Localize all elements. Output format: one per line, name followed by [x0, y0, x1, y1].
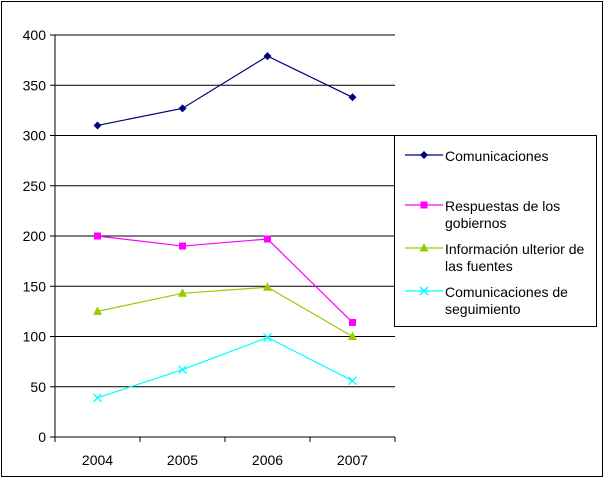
legend-item-informacion: Información ulterior de las fuentes [403, 241, 598, 275]
legend-swatch-seguimiento [405, 286, 443, 296]
data-point [349, 318, 356, 326]
series-4 [93, 333, 357, 403]
legend-label: Información ulterior de las fuentes [445, 241, 585, 274]
y-tick-label: 150 [23, 278, 47, 294]
data-point [348, 93, 357, 102]
legend-marker [420, 201, 428, 209]
y-tick-label: 100 [23, 329, 47, 345]
data-point [348, 376, 357, 386]
data-point [263, 282, 272, 291]
gridlines [55, 34, 395, 388]
series-1 [93, 52, 357, 130]
data-point [178, 365, 187, 375]
legend-item-seguimiento: Comunicaciones de seguimiento [403, 284, 598, 318]
series-3 [93, 282, 357, 340]
series-line [97, 286, 353, 338]
y-tick-label: 350 [23, 77, 47, 93]
y-tick-label: 250 [23, 178, 47, 194]
legend-label: Comunicaciones de seguimiento [445, 284, 568, 317]
legend-marker [419, 243, 429, 252]
x-tick-label: 2006 [252, 452, 283, 468]
y-tick-label: 50 [30, 379, 46, 395]
y-tick-label: 300 [23, 128, 47, 144]
data-point [348, 331, 357, 340]
legend-label: Respuestas de los gobiernos [445, 198, 561, 231]
series-2 [94, 232, 356, 326]
data-point [93, 393, 102, 403]
legend-swatch-respuestas [405, 201, 443, 209]
legend: Comunicaciones Respuestas de los gobiern… [394, 135, 597, 327]
legend-item-respuestas: Respuestas de los gobiernos [403, 198, 598, 232]
series-line [97, 55, 353, 127]
data-point [264, 235, 271, 243]
legend-marker [420, 151, 428, 159]
data-point [93, 121, 102, 130]
y-tick-label: 0 [38, 429, 46, 445]
series-line [97, 235, 353, 323]
x-axis-tick-labels: 2004 2005 2006 2007 [82, 452, 368, 468]
data-point [178, 104, 187, 113]
x-tick-label: 2005 [167, 452, 198, 468]
y-tick-label: 400 [23, 27, 47, 43]
data-point [179, 242, 186, 250]
data-point [263, 333, 272, 342]
series-group [93, 52, 357, 403]
legend-swatch-comunicaciones [405, 151, 443, 159]
series-line [97, 336, 353, 399]
legend-label: Comunicaciones [445, 148, 549, 164]
y-axis-tick-labels: 0 50 100 150 200 250 300 350 400 [23, 27, 47, 445]
y-tick-label: 200 [23, 228, 47, 244]
legend-swatch-informacion [405, 243, 443, 252]
legend-item-comunicaciones: Comunicaciones [403, 148, 598, 165]
data-point [178, 288, 187, 297]
legend-marker [419, 286, 429, 296]
data-point [94, 232, 101, 240]
data-point [93, 306, 102, 315]
axes [50, 34, 396, 442]
x-tick-label: 2007 [337, 452, 368, 468]
x-tick-label: 2004 [82, 452, 113, 468]
data-point [263, 52, 272, 61]
